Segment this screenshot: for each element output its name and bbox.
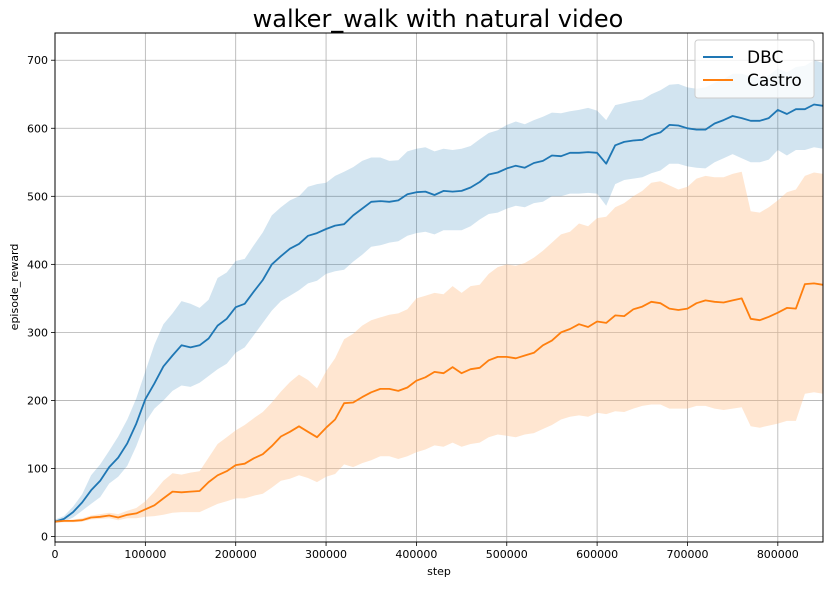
series-line-castro (54, 282, 824, 523)
x-axis-label: step (427, 565, 451, 578)
legend-label-dbc: DBC (747, 48, 783, 68)
confidence-band-castro (55, 171, 823, 523)
x-tick-label: 700000 (666, 548, 708, 561)
legend-label-castro: Castro (747, 71, 802, 91)
x-tick-label: 600000 (576, 548, 618, 561)
x-tick-label: 100000 (124, 548, 166, 561)
y-tick-label: 200 (27, 394, 48, 407)
x-tick-label: 300000 (305, 548, 347, 561)
y-axis-label: episode_reward (8, 244, 21, 331)
legend: DBC Castro (694, 39, 815, 99)
x-tick-label: 400000 (395, 548, 437, 561)
y-tick-label: 300 (27, 326, 48, 339)
confidence-band-dbc (55, 60, 823, 523)
x-tick-label: 800000 (757, 548, 799, 561)
x-tick-label: 500000 (486, 548, 528, 561)
x-tick-label: 0 (52, 548, 59, 561)
chart-title: walker_walk with natural video (253, 5, 624, 33)
y-tick-label: 500 (27, 190, 48, 203)
y-tick-label: 600 (27, 122, 48, 135)
y-tick-label: 700 (27, 54, 48, 67)
plot-frame (54, 32, 824, 543)
legend-box (694, 39, 815, 99)
confidence-bands (55, 60, 823, 523)
y-tick-label: 100 (27, 463, 48, 476)
x-tick-label: 200000 (215, 548, 257, 561)
grid (54, 33, 823, 542)
axis-ticks: 0 100000 200000 300000 400000 500000 600000 700… (27, 54, 799, 561)
y-tick-label: 0 (41, 531, 48, 544)
series-lines (54, 103, 824, 523)
series-line-dbc (54, 103, 824, 523)
y-tick-label: 400 (27, 258, 48, 271)
